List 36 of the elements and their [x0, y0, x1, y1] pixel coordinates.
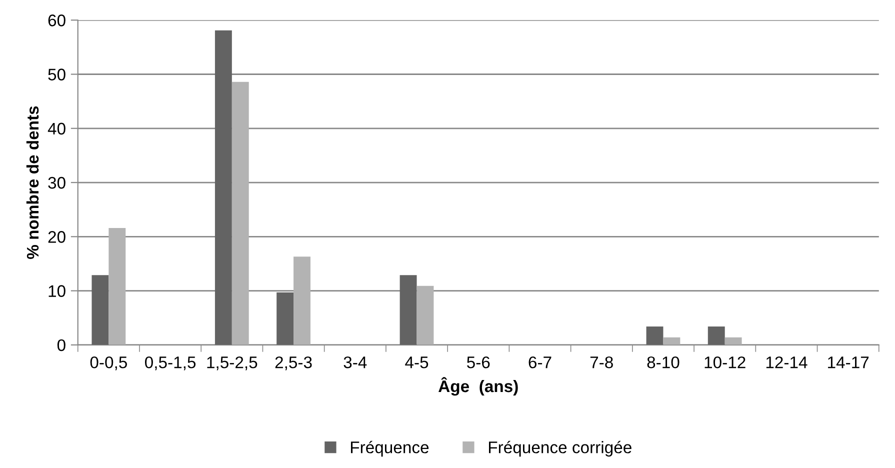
bar — [400, 275, 417, 345]
x-tick-label: 8-10 — [647, 356, 680, 368]
x-tick-label: 10-12 — [704, 356, 746, 368]
x-tick-label: 3-4 — [344, 356, 367, 368]
bar — [416, 286, 434, 345]
y-tick-label: 60 — [48, 14, 66, 26]
bar — [276, 292, 294, 345]
bar — [724, 337, 742, 345]
bar — [708, 326, 725, 345]
x-tick-label: 2,5-3 — [275, 356, 312, 370]
x-tick-label: 4-5 — [405, 356, 428, 368]
bar — [108, 228, 126, 345]
bar — [646, 326, 664, 345]
x-tick-label: 0,5-1,5 — [145, 356, 196, 370]
legend-label: Fréquence — [350, 440, 429, 457]
x-tick-label: 7-8 — [590, 356, 613, 368]
x-axis-title: Âge (ans) — [438, 377, 518, 396]
x-tick-label: 6-7 — [528, 356, 552, 368]
y-tick-label: 40 — [48, 122, 66, 135]
y-tick-label: 30 — [48, 176, 66, 189]
bar — [294, 256, 310, 345]
y-tick-label: 50 — [48, 68, 66, 80]
x-tick-label: 12-14 — [766, 356, 808, 368]
y-tick-label: 10 — [48, 285, 66, 297]
x-tick-label: 5-6 — [467, 356, 490, 368]
x-tick-label: 1,5-2,5 — [207, 356, 258, 370]
bar — [232, 82, 249, 345]
y-tick-label: 20 — [48, 231, 66, 243]
x-tick-label: 0-0,5 — [90, 356, 127, 370]
y-tick-label: 0 — [57, 339, 66, 352]
bar — [663, 337, 680, 345]
y-axis-title: % nombre de dents — [26, 106, 39, 259]
bar — [92, 275, 109, 345]
legend-label: Fréquence corrigée — [488, 440, 632, 457]
x-tick-label: 14-17 — [828, 356, 869, 368]
bar — [214, 30, 232, 345]
